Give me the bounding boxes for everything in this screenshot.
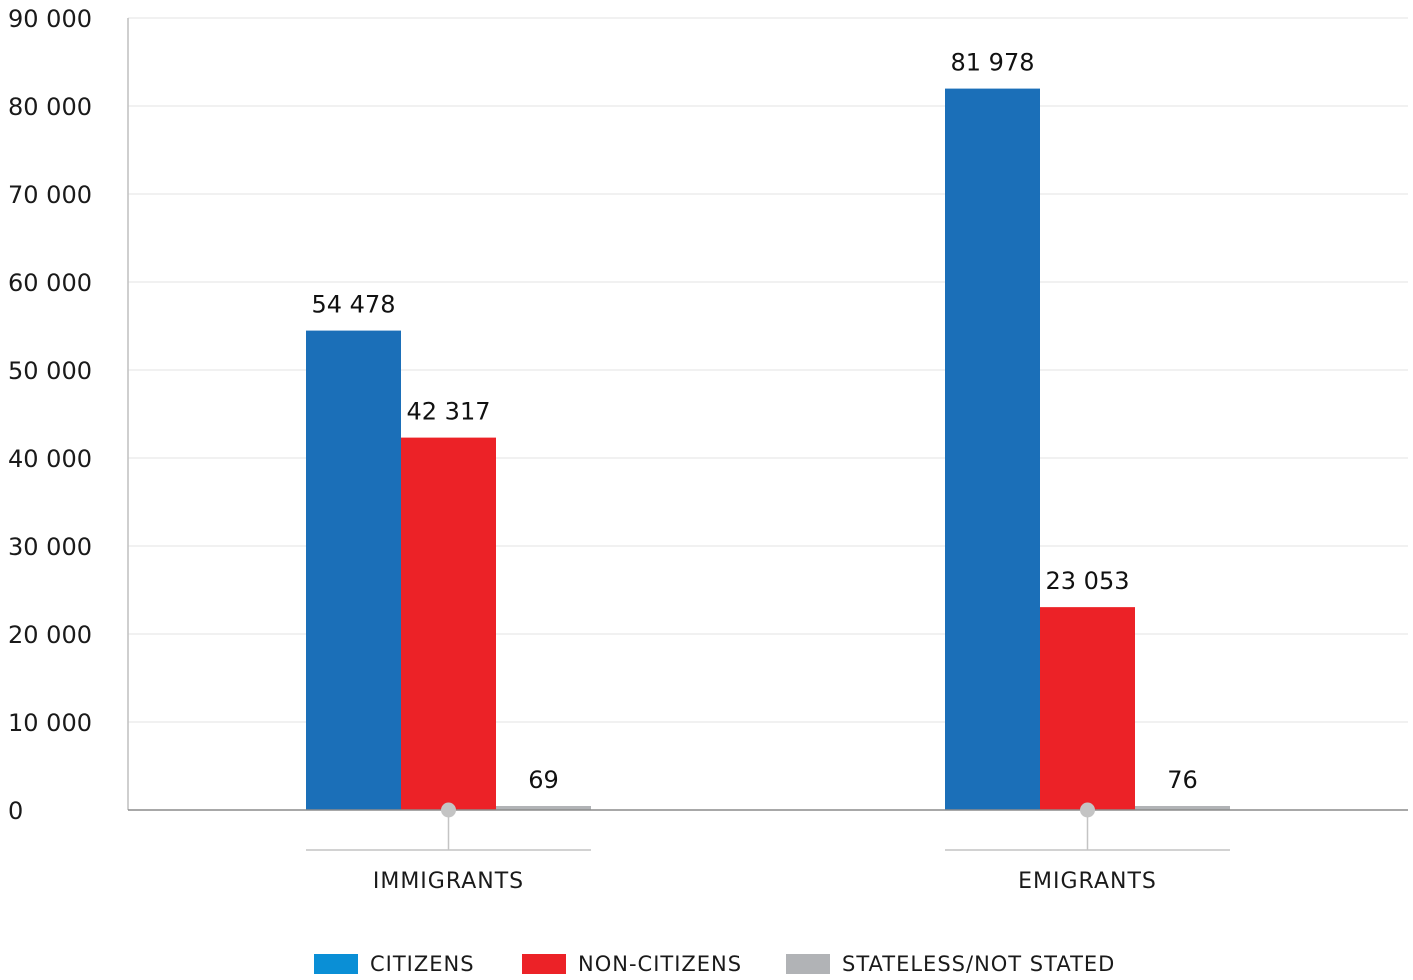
- legend-label-stateless: STATELESS/NOT STATED: [842, 952, 1116, 976]
- y-tick-label: 30 000: [8, 533, 92, 561]
- y-tick-label: 70 000: [8, 181, 92, 209]
- legend-swatch-stateless: [786, 954, 830, 974]
- data-label: 23 053: [1046, 567, 1130, 595]
- category-labels: IMMIGRANTS EMIGRANTS: [373, 869, 1157, 894]
- legend-label-non-citizens: NON-CITIZENS: [578, 952, 743, 976]
- legend-swatch-non-citizens: [522, 954, 566, 974]
- y-tick-label: 80 000: [8, 93, 92, 121]
- bar-chart: 0 10 000 20 000 30 000 40 000 50 000 60 000 70 …: [8, 5, 1408, 894]
- y-tick-label: 0: [8, 797, 23, 825]
- y-axis-ticks: 0 10 000 20 000 30 000 40 000 50 000 60 000 70 …: [8, 5, 92, 825]
- legend-item-citizens: CITIZENS: [314, 948, 475, 980]
- bar-emigrants-1: [1040, 607, 1135, 810]
- data-label: 69: [528, 766, 559, 794]
- bars: [306, 88, 1230, 810]
- bar-immigrants-1: [401, 437, 496, 810]
- legend-swatch-citizens: [314, 954, 358, 974]
- data-label: 81 978: [951, 49, 1035, 77]
- data-label: 76: [1167, 766, 1198, 794]
- bar-immigrants-0: [306, 330, 401, 810]
- legend-item-non-citizens: NON-CITIZENS: [522, 948, 742, 980]
- bar-emigrants-0: [945, 88, 1040, 810]
- category-label-emigrants: EMIGRANTS: [1018, 869, 1157, 894]
- y-tick-label: 50 000: [8, 357, 92, 385]
- bar-emigrants-2: [1135, 806, 1230, 810]
- legend: CITIZENS NON-CITIZENS STATELESS/NOT STAT…: [0, 948, 1413, 980]
- data-labels: 54 478 42 317 69 81 978 23 053 76: [312, 49, 1198, 794]
- bar-immigrants-2: [496, 806, 591, 810]
- y-tick-label: 10 000: [8, 709, 92, 737]
- legend-label-citizens: CITIZENS: [370, 952, 475, 976]
- y-tick-label: 40 000: [8, 445, 92, 473]
- category-label-immigrants: IMMIGRANTS: [373, 869, 524, 894]
- y-tick-label: 90 000: [8, 5, 92, 33]
- legend-item-stateless: STATELESS/NOT STATED: [786, 948, 1115, 980]
- category-marker: [1080, 802, 1095, 818]
- category-marker: [441, 802, 456, 818]
- y-tick-label: 60 000: [8, 269, 92, 297]
- axes: [127, 18, 1408, 851]
- data-label: 54 478: [312, 291, 396, 319]
- y-tick-label: 20 000: [8, 621, 92, 649]
- data-label: 42 317: [407, 398, 491, 426]
